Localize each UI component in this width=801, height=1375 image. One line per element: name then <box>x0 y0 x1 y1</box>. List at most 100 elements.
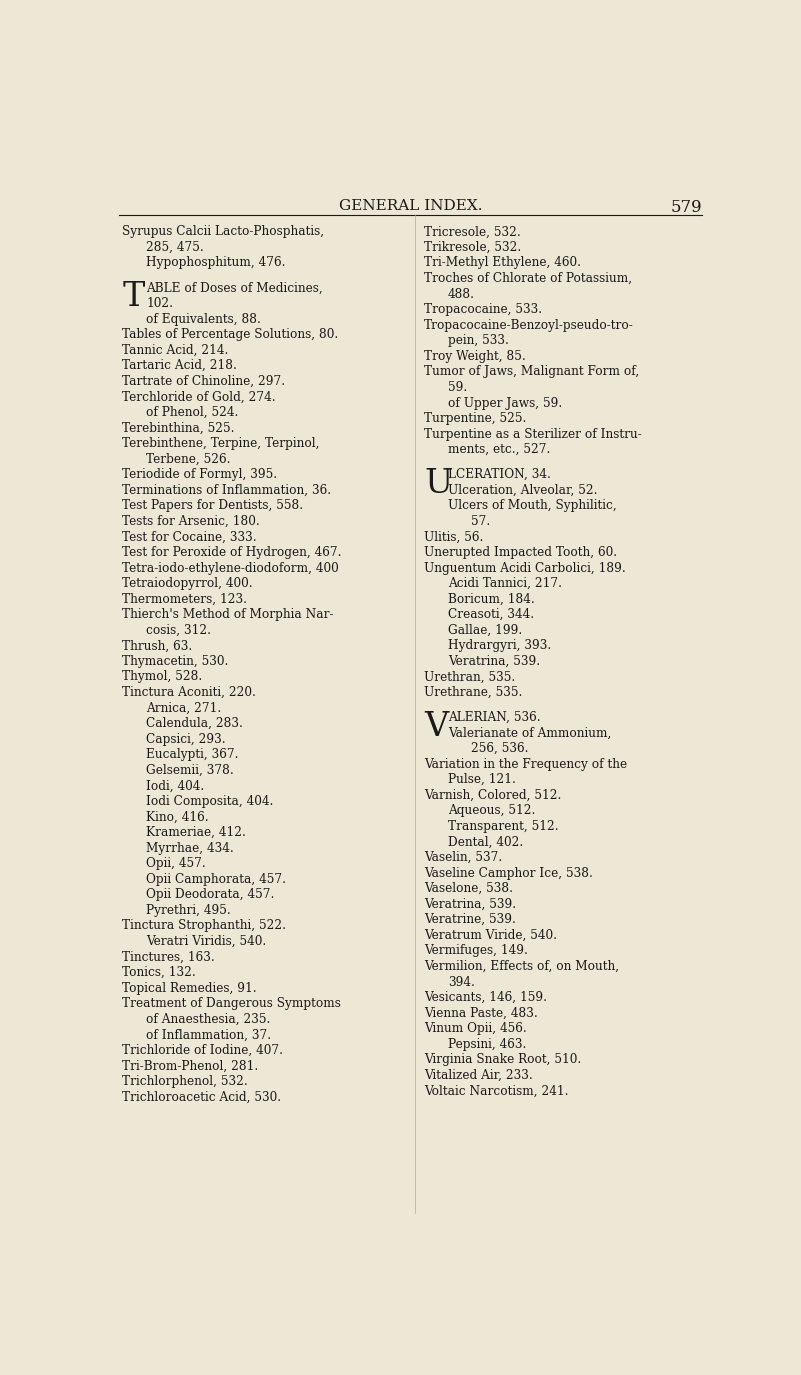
Text: Capsici, 293.: Capsici, 293. <box>146 733 226 745</box>
Text: Syrupus Calcii Lacto-Phosphatis,: Syrupus Calcii Lacto-Phosphatis, <box>123 226 324 238</box>
Text: 57.: 57. <box>471 514 490 528</box>
Text: Tables of Percentage Solutions, 80.: Tables of Percentage Solutions, 80. <box>123 329 339 341</box>
Text: Trikresole, 532.: Trikresole, 532. <box>425 241 521 254</box>
Text: Tinctura Strophanthi, 522.: Tinctura Strophanthi, 522. <box>123 920 287 932</box>
Text: LCERATION, 34.: LCERATION, 34. <box>448 468 550 481</box>
Text: Tumor of Jaws, Malignant Form of,: Tumor of Jaws, Malignant Form of, <box>425 366 639 378</box>
Text: of Inflammation, 37.: of Inflammation, 37. <box>146 1028 272 1041</box>
Text: Veratri Viridis, 540.: Veratri Viridis, 540. <box>146 935 266 947</box>
Text: Topical Remedies, 91.: Topical Remedies, 91. <box>123 982 257 994</box>
Text: Trichloride of Iodine, 407.: Trichloride of Iodine, 407. <box>123 1044 284 1057</box>
Text: 59.: 59. <box>448 381 467 395</box>
Text: Thierch's Method of Morphia Nar-: Thierch's Method of Morphia Nar- <box>123 608 334 622</box>
Text: Tartaric Acid, 218.: Tartaric Acid, 218. <box>123 359 237 373</box>
Text: Virginia Snake Root, 510.: Virginia Snake Root, 510. <box>425 1053 582 1067</box>
Text: Tetra-iodo-ethylene-diodoform, 400: Tetra-iodo-ethylene-diodoform, 400 <box>123 561 339 575</box>
Text: Tricresole, 532.: Tricresole, 532. <box>425 226 521 238</box>
Text: Tonics, 132.: Tonics, 132. <box>123 967 196 979</box>
Text: Tinctura Aconiti, 220.: Tinctura Aconiti, 220. <box>123 686 256 698</box>
Text: Vesicants, 146, 159.: Vesicants, 146, 159. <box>425 991 547 1004</box>
Text: Tri-Methyl Ethylene, 460.: Tri-Methyl Ethylene, 460. <box>425 257 582 270</box>
Text: Opii Camphorata, 457.: Opii Camphorata, 457. <box>146 873 286 886</box>
Text: Unerupted Impacted Tooth, 60.: Unerupted Impacted Tooth, 60. <box>425 546 618 560</box>
Text: Terbene, 526.: Terbene, 526. <box>146 452 231 466</box>
Text: Vaselin, 537.: Vaselin, 537. <box>425 851 502 864</box>
Text: Vermifuges, 149.: Vermifuges, 149. <box>425 945 528 957</box>
Text: Opii Deodorata, 457.: Opii Deodorata, 457. <box>146 888 275 902</box>
Text: 256, 536.: 256, 536. <box>471 742 529 755</box>
Text: Thrush, 63.: Thrush, 63. <box>123 639 193 652</box>
Text: Variation in the Frequency of the: Variation in the Frequency of the <box>425 758 627 770</box>
Text: Acidi Tannici, 217.: Acidi Tannici, 217. <box>448 578 562 590</box>
Text: Tartrate of Chinoline, 297.: Tartrate of Chinoline, 297. <box>123 375 286 388</box>
Text: Vaselone, 538.: Vaselone, 538. <box>425 883 513 895</box>
Text: 488.: 488. <box>448 287 475 301</box>
Text: 394.: 394. <box>448 975 475 989</box>
Text: of Equivalents, 88.: of Equivalents, 88. <box>146 312 261 326</box>
Text: Trichlorphenol, 532.: Trichlorphenol, 532. <box>123 1075 248 1088</box>
Text: Creasoti, 344.: Creasoti, 344. <box>448 608 534 622</box>
Text: cosis, 312.: cosis, 312. <box>146 624 211 637</box>
Text: Ulcers of Mouth, Syphilitic,: Ulcers of Mouth, Syphilitic, <box>448 499 617 513</box>
Text: Vaseline Camphor Ice, 538.: Vaseline Camphor Ice, 538. <box>425 866 593 880</box>
Text: Tinctures, 163.: Tinctures, 163. <box>123 950 215 964</box>
Text: Boricum, 184.: Boricum, 184. <box>448 593 534 605</box>
Text: Arnica, 271.: Arnica, 271. <box>146 701 221 715</box>
Text: Myrrhae, 434.: Myrrhae, 434. <box>146 842 234 855</box>
Text: Valerianate of Ammonium,: Valerianate of Ammonium, <box>448 726 611 740</box>
Text: Terebinthene, Terpine, Terpinol,: Terebinthene, Terpine, Terpinol, <box>123 437 320 450</box>
Text: of Phenol, 524.: of Phenol, 524. <box>146 406 239 419</box>
Text: Ulitis, 56.: Ulitis, 56. <box>425 531 484 543</box>
Text: Terchloride of Gold, 274.: Terchloride of Gold, 274. <box>123 390 276 403</box>
Text: Gelsemii, 378.: Gelsemii, 378. <box>146 765 234 777</box>
Text: Vitalized Air, 233.: Vitalized Air, 233. <box>425 1068 533 1082</box>
Text: Treatment of Dangerous Symptoms: Treatment of Dangerous Symptoms <box>123 997 341 1011</box>
Text: pein, 533.: pein, 533. <box>448 334 509 348</box>
Text: Veratrina, 539.: Veratrina, 539. <box>448 654 540 668</box>
Text: of Upper Jaws, 59.: of Upper Jaws, 59. <box>448 396 562 410</box>
Text: Test for Cocaine, 333.: Test for Cocaine, 333. <box>123 531 257 543</box>
Text: Veratrine, 539.: Veratrine, 539. <box>425 913 516 927</box>
Text: Pulse, 121.: Pulse, 121. <box>448 773 516 786</box>
Text: Eucalypti, 367.: Eucalypti, 367. <box>146 748 239 762</box>
Text: Unguentum Acidi Carbolici, 189.: Unguentum Acidi Carbolici, 189. <box>425 561 626 575</box>
Text: Vinum Opii, 456.: Vinum Opii, 456. <box>425 1022 527 1035</box>
Text: Trichloroacetic Acid, 530.: Trichloroacetic Acid, 530. <box>123 1090 282 1104</box>
Text: Thymol, 528.: Thymol, 528. <box>123 671 203 683</box>
Text: ALERIAN, 536.: ALERIAN, 536. <box>448 711 541 723</box>
Text: Gallae, 199.: Gallae, 199. <box>448 624 522 637</box>
Text: Test Papers for Dentists, 558.: Test Papers for Dentists, 558. <box>123 499 304 513</box>
Text: Thymacetin, 530.: Thymacetin, 530. <box>123 654 229 668</box>
Text: Transparent, 512.: Transparent, 512. <box>448 820 558 833</box>
Text: Pepsini, 463.: Pepsini, 463. <box>448 1038 526 1050</box>
Text: Tropacocaine, 533.: Tropacocaine, 533. <box>425 302 542 316</box>
Text: Thermometers, 123.: Thermometers, 123. <box>123 593 248 605</box>
Text: Terminations of Inflammation, 36.: Terminations of Inflammation, 36. <box>123 484 332 496</box>
Text: Urethran, 535.: Urethran, 535. <box>425 671 515 683</box>
Text: V: V <box>425 711 449 742</box>
Text: Tannic Acid, 214.: Tannic Acid, 214. <box>123 344 229 356</box>
Text: T: T <box>123 282 145 314</box>
Text: Tests for Arsenic, 180.: Tests for Arsenic, 180. <box>123 514 260 528</box>
Text: Test for Peroxide of Hydrogen, 467.: Test for Peroxide of Hydrogen, 467. <box>123 546 342 560</box>
Text: Troy Weight, 85.: Troy Weight, 85. <box>425 349 526 363</box>
Text: Tropacocaine-Benzoyl-pseudo-tro-: Tropacocaine-Benzoyl-pseudo-tro- <box>425 319 634 331</box>
Text: Hypophosphitum, 476.: Hypophosphitum, 476. <box>146 257 286 270</box>
Text: 102.: 102. <box>146 297 173 309</box>
Text: Hydrargyri, 393.: Hydrargyri, 393. <box>448 639 551 652</box>
Text: U: U <box>425 468 453 500</box>
Text: Vermilion, Effects of, on Mouth,: Vermilion, Effects of, on Mouth, <box>425 960 619 973</box>
Text: Veratrum Viride, 540.: Veratrum Viride, 540. <box>425 930 557 942</box>
Text: 579: 579 <box>670 199 702 216</box>
Text: Krameriae, 412.: Krameriae, 412. <box>146 826 246 839</box>
Text: ments, etc., 527.: ments, etc., 527. <box>448 443 550 456</box>
Text: Vienna Paste, 483.: Vienna Paste, 483. <box>425 1006 538 1020</box>
Text: Veratrina, 539.: Veratrina, 539. <box>425 898 517 910</box>
Text: Opii, 457.: Opii, 457. <box>146 857 206 870</box>
Text: ABLE of Doses of Medicines,: ABLE of Doses of Medicines, <box>146 282 323 294</box>
Text: Terebinthina, 525.: Terebinthina, 525. <box>123 422 235 434</box>
Text: Iodi, 404.: Iodi, 404. <box>146 780 204 792</box>
Text: GENERAL INDEX.: GENERAL INDEX. <box>339 199 482 213</box>
Text: Dental, 402.: Dental, 402. <box>448 836 523 848</box>
Text: Teriodide of Formyl, 395.: Teriodide of Formyl, 395. <box>123 468 278 481</box>
